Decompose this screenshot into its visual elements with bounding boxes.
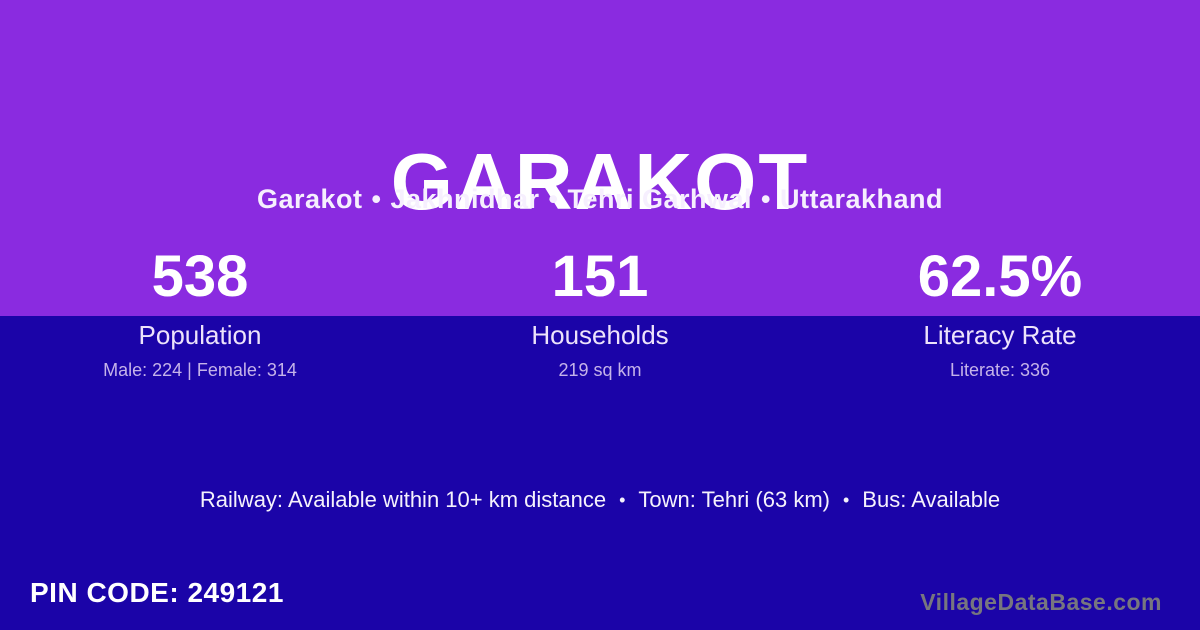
pin-code: PIN CODE: 249121 — [30, 577, 284, 609]
breadcrumb-district: Tehri Garhwal — [567, 184, 753, 214]
households-value: 151 — [551, 244, 649, 309]
breadcrumb: Garakot • Jakhnidhar • Tehri Garhwal • Uttarak… — [0, 183, 1200, 215]
households-detail: 219 sq km — [558, 360, 642, 380]
site-watermark: VillageDataBase.com — [920, 589, 1162, 615]
separator-dot: • — [371, 184, 382, 214]
population-value: 538 — [151, 244, 249, 309]
town-info: Town: Tehri (63 km) — [638, 487, 830, 512]
separator-dot: • — [548, 184, 559, 214]
population-detail: Male: 224 | Female: 314 — [103, 360, 297, 380]
separator-dot: • — [619, 490, 626, 510]
literacy-label: Literacy Rate — [923, 320, 1077, 350]
stat-population: 538 Population Male: 224 | Female: 314 — [0, 247, 400, 381]
population-label: Population — [138, 320, 262, 350]
households-label: Households — [531, 320, 669, 350]
separator-dot: • — [842, 490, 850, 510]
stats-row: 538 Population Male: 224 | Female: 314 1… — [0, 247, 1200, 381]
amenities-line: Railway: Available within 10+ km distanc… — [0, 487, 1200, 513]
literacy-value: 62.5% — [917, 244, 1083, 309]
breadcrumb-block: Jakhnidhar — [390, 184, 540, 214]
breadcrumb-state: Uttarakhand — [779, 184, 944, 214]
literacy-detail: Literate: 336 — [949, 360, 1051, 380]
separator-dot: • — [761, 184, 771, 214]
pin-code-label: PIN CODE: — [30, 577, 180, 608]
stat-households: 151 Households 219 sq km — [400, 247, 800, 381]
railway-info: Railway: Available within 10+ km distanc… — [199, 487, 607, 512]
bus-info: Bus: Available — [862, 487, 1001, 512]
stat-literacy: 62.5% Literacy Rate Literate: 336 — [800, 247, 1200, 381]
page-title: GARAKOT — [390, 136, 810, 226]
breadcrumb-village: Garakot — [256, 184, 363, 214]
pin-code-value: 249121 — [187, 577, 284, 608]
